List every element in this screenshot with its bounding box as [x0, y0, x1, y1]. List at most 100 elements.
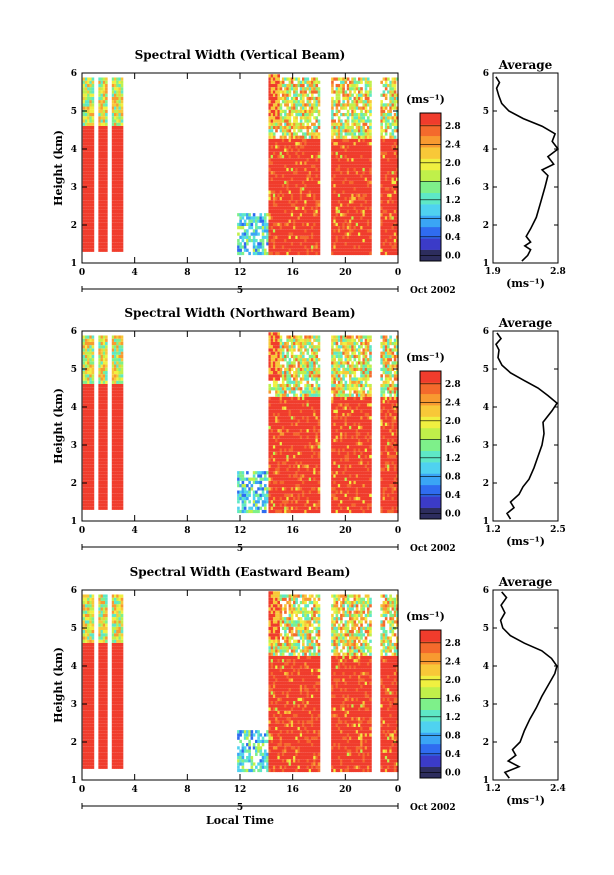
heatmap-cell — [275, 113, 278, 117]
heatmap-cell — [255, 222, 258, 227]
heatmap-cell — [268, 458, 272, 462]
heatmap-cell — [100, 90, 104, 94]
heatmap-cell — [302, 106, 305, 110]
heatmap-cell — [89, 238, 92, 243]
heatmap-cell — [100, 400, 104, 404]
heatmap-cell — [118, 438, 122, 443]
heatmap-cell — [284, 161, 287, 165]
heatmap-cell — [355, 145, 359, 149]
heatmap-cell — [277, 364, 281, 368]
heatmap-cell — [252, 248, 256, 252]
heatmap-cell — [279, 387, 283, 391]
heatmap-cell — [270, 461, 274, 465]
heatmap-cell — [313, 216, 316, 220]
heatmap-cell — [279, 164, 283, 168]
heatmap-cell — [114, 419, 117, 423]
heatmap-cell — [369, 155, 372, 159]
heatmap-cell — [89, 167, 92, 172]
heatmap-cell — [351, 129, 354, 133]
heatmap-cell — [243, 500, 247, 504]
heatmap-cell — [349, 90, 352, 94]
heatmap-cell — [288, 403, 292, 407]
heatmap-cell — [116, 206, 119, 210]
heatmap-cell — [342, 187, 345, 191]
heatmap-cell — [89, 109, 92, 113]
heatmap-cell — [98, 377, 101, 381]
heatmap-cell — [342, 242, 345, 246]
heatmap-cell — [116, 448, 119, 452]
heatmap-cell — [304, 203, 307, 207]
heatmap-cell — [284, 245, 287, 249]
heatmap-cell — [270, 432, 274, 436]
heatmap-cell — [290, 425, 294, 430]
heatmap-cell — [302, 83, 305, 88]
heatmap-cell — [344, 226, 348, 230]
heatmap-cell — [342, 158, 345, 162]
heatmap-cell — [313, 190, 316, 194]
heatmap-cell — [286, 406, 289, 410]
heatmap-cell — [310, 83, 314, 88]
heatmap-cell — [396, 145, 399, 149]
heatmap-cell — [100, 245, 104, 249]
heatmap-cell — [89, 393, 92, 397]
heatmap-cell — [286, 180, 289, 185]
heatmap-cell — [281, 458, 285, 462]
heatmap-cell — [310, 113, 314, 117]
heatmap-cell — [105, 132, 108, 136]
heatmap-cell — [302, 184, 305, 188]
heatmap-cell — [344, 132, 348, 136]
heatmap-cell — [315, 116, 319, 120]
x-tick-label: 8 — [184, 268, 190, 278]
heatmap-cell — [102, 467, 106, 472]
heatmap-cell — [335, 177, 339, 181]
heatmap-cell — [275, 87, 278, 91]
heatmap-cell — [98, 100, 101, 104]
heatmap-cell — [331, 216, 334, 220]
heatmap-cell — [105, 122, 108, 126]
heatmap-cell — [116, 335, 119, 339]
heatmap-cell — [342, 96, 345, 101]
heatmap-cell — [98, 416, 101, 420]
heatmap-cell — [118, 354, 122, 359]
heatmap-cell — [333, 213, 336, 217]
heatmap-cell — [281, 222, 285, 227]
heatmap-cell — [102, 135, 106, 139]
heatmap-cell — [87, 484, 90, 488]
heatmap-cell — [346, 171, 350, 175]
heatmap-cell — [118, 442, 122, 446]
heatmap-cell — [302, 190, 305, 194]
heatmap-cell — [351, 245, 354, 249]
heatmap-cell — [87, 93, 90, 97]
heatmap-cell — [87, 129, 90, 133]
heatmap-cell — [290, 477, 294, 481]
heatmap-cell — [293, 83, 296, 88]
heatmap-cell — [116, 187, 119, 191]
heatmap-cell — [340, 177, 343, 181]
heatmap-cell — [342, 148, 345, 152]
heatmap-cell — [317, 226, 321, 230]
heatmap-cell — [366, 235, 370, 239]
heatmap-cell — [111, 248, 115, 252]
heatmap-cell — [337, 161, 341, 165]
heatmap-cell — [299, 200, 303, 204]
heatmap-cell — [105, 161, 108, 165]
heatmap-cell — [111, 235, 115, 239]
heatmap-cell — [362, 77, 366, 81]
heatmap-cell — [308, 90, 312, 94]
heatmap-cell — [279, 238, 283, 243]
heatmap-cell — [114, 477, 117, 481]
heatmap-cell — [284, 167, 287, 172]
heatmap-cell — [275, 142, 278, 146]
heatmap-cell — [105, 448, 108, 452]
heatmap-cell — [100, 222, 104, 227]
heatmap-cell — [279, 413, 283, 417]
heatmap-cell — [351, 206, 354, 210]
heatmap-cell — [239, 213, 242, 217]
heatmap-cell — [239, 493, 242, 497]
heatmap-cell — [366, 109, 370, 113]
heatmap-cell — [369, 93, 372, 97]
heatmap-cell — [87, 80, 90, 84]
heatmap-cell — [270, 213, 274, 217]
heatmap-cell — [275, 106, 278, 110]
heatmap-cell — [111, 129, 115, 133]
